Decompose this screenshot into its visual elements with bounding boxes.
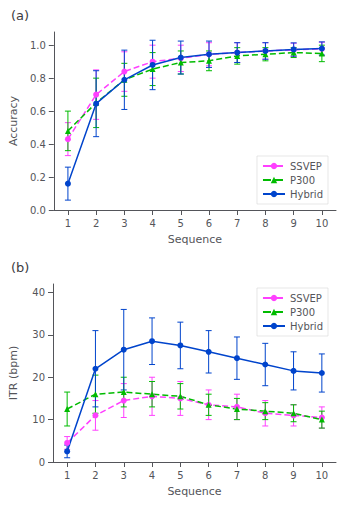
svg-text:10: 10 [315,470,328,481]
svg-text:9: 9 [290,470,296,481]
svg-text:6: 6 [206,218,212,229]
svg-text:(b): (b) [11,260,29,275]
svg-text:4: 4 [149,218,155,229]
svg-text:9: 9 [290,218,296,229]
svg-text:4: 4 [149,470,155,481]
svg-text:SSVEP: SSVEP [290,293,322,304]
svg-text:10: 10 [316,218,329,229]
svg-text:3: 3 [121,218,127,229]
svg-text:Accuracy: Accuracy [7,95,20,146]
svg-text:30: 30 [32,329,45,340]
svg-text:2: 2 [93,218,99,229]
svg-text:6: 6 [205,470,211,481]
svg-text:2: 2 [92,470,98,481]
svg-text:1: 1 [64,470,70,481]
svg-text:P300: P300 [290,175,315,186]
svg-text:0: 0 [39,457,45,468]
svg-text:P300: P300 [290,307,315,318]
svg-text:0.8: 0.8 [30,73,46,84]
svg-text:0.0: 0.0 [30,205,46,216]
svg-text:8: 8 [262,218,268,229]
svg-text:(a): (a) [11,8,29,23]
svg-text:ITR (bpm): ITR (bpm) [7,346,20,400]
svg-text:Sequence: Sequence [168,233,222,246]
svg-text:0.6: 0.6 [30,106,46,117]
svg-text:Hybrid: Hybrid [290,321,323,332]
svg-text:8: 8 [262,470,268,481]
svg-text:10: 10 [32,414,45,425]
svg-text:5: 5 [177,470,183,481]
svg-text:Hybrid: Hybrid [290,189,323,200]
svg-text:40: 40 [32,287,45,298]
svg-text:5: 5 [178,218,184,229]
svg-text:1: 1 [65,218,71,229]
svg-text:Sequence: Sequence [167,485,221,498]
svg-text:SSVEP: SSVEP [290,161,322,172]
svg-text:0.4: 0.4 [30,139,46,150]
svg-text:1.0: 1.0 [30,40,46,51]
svg-text:7: 7 [234,218,240,229]
svg-text:7: 7 [234,470,240,481]
svg-text:3: 3 [121,470,127,481]
svg-text:0.2: 0.2 [30,172,46,183]
svg-text:20: 20 [32,372,45,383]
